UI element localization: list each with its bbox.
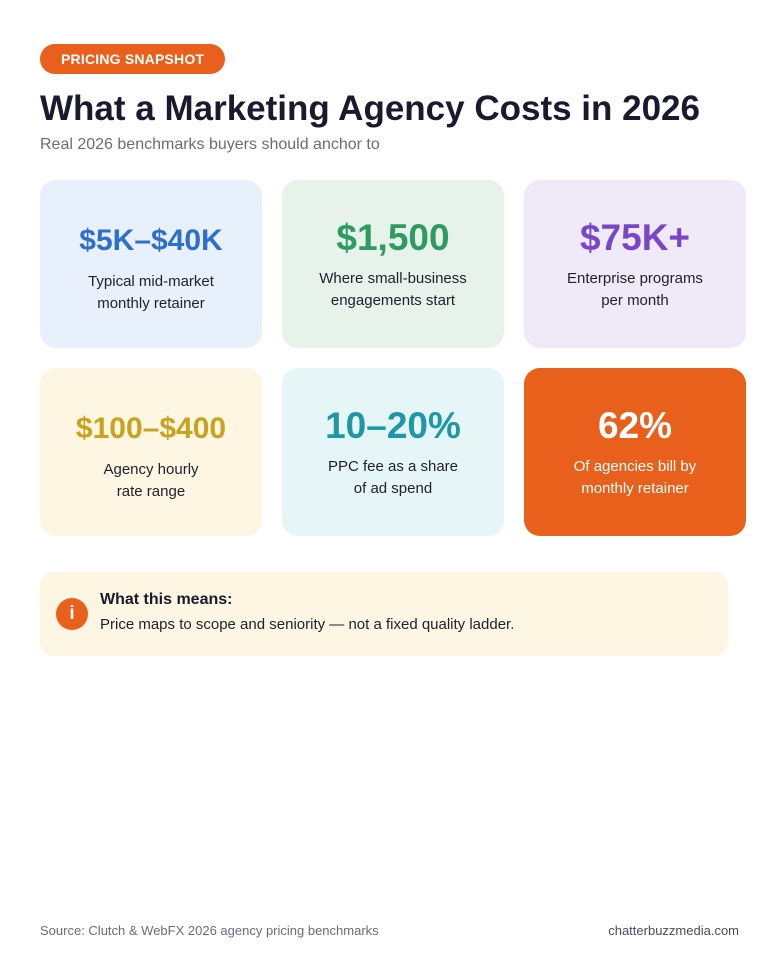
stat-value: 62% (597, 405, 673, 446)
stats-grid: $5K–$40K Typical mid-market monthly reta… (40, 180, 746, 536)
stat-label-line: per month (601, 292, 669, 309)
stat-label-line: engagements start (330, 292, 456, 309)
site-credit: chatterbuzzmedia.com (608, 923, 739, 938)
stat-label-line: of ad spend (353, 480, 433, 497)
stat-card-hourly-rate: $100–$400 Agency hourly rate range (40, 368, 262, 536)
stat-value: $5K–$40K (79, 224, 223, 257)
callout-text: Price maps to scope and seniority — not … (100, 616, 515, 633)
callout-title: What this means: (100, 591, 233, 608)
stat-card-retainer-share: 62% Of agencies bill by monthly retainer (524, 368, 746, 536)
stat-value: $100–$400 (75, 412, 227, 445)
stat-card-ppc-fee: 10–20% PPC fee as a share of ad spend (282, 368, 504, 536)
stat-card-mid-market-retainer: $5K–$40K Typical mid-market monthly reta… (40, 180, 262, 348)
stat-label-line: Typical mid-market (88, 273, 214, 290)
stat-label: PPC fee as a share of ad spend (328, 456, 458, 500)
stat-label: Agency hourly rate range (103, 459, 198, 503)
stat-label: Enterprise programs per month (567, 268, 703, 312)
stat-label-line: monthly retainer (581, 480, 689, 497)
source-citation: Source: Clutch & WebFX 2026 agency prici… (40, 923, 379, 938)
stat-label-line: Agency hourly (103, 461, 199, 478)
stat-label-line: Where small-business (319, 270, 467, 287)
stat-label-line: Of agencies bill by (573, 458, 697, 475)
stat-label: Of agencies bill by monthly retainer (574, 456, 697, 500)
stat-label: Where small-business engagements start (319, 268, 467, 312)
info-icon: i (56, 598, 88, 630)
stat-card-enterprise-programs: $75K+ Enterprise programs per month (524, 180, 746, 348)
stat-value: $1,500 (336, 217, 450, 258)
stat-label-line: monthly retainer (97, 295, 205, 312)
category-badge: PRICING SNAPSHOT (40, 44, 226, 74)
page-subtitle: Real 2026 benchmarks buyers should ancho… (40, 136, 380, 153)
stat-card-small-business-start: $1,500 Where small-business engagements … (282, 180, 504, 348)
stat-label-line: Enterprise programs (567, 270, 703, 287)
stat-label-line: PPC fee as a share (327, 458, 459, 475)
stat-label: Typical mid-market monthly retainer (88, 271, 214, 315)
stat-label-line: rate range (116, 483, 186, 500)
info-callout: i What this means: Price maps to scope a… (40, 572, 728, 656)
stat-value: 10–20% (325, 405, 461, 446)
stat-value: $75K+ (579, 217, 691, 258)
page-title: What a Marketing Agency Costs in 2026 (40, 89, 700, 128)
